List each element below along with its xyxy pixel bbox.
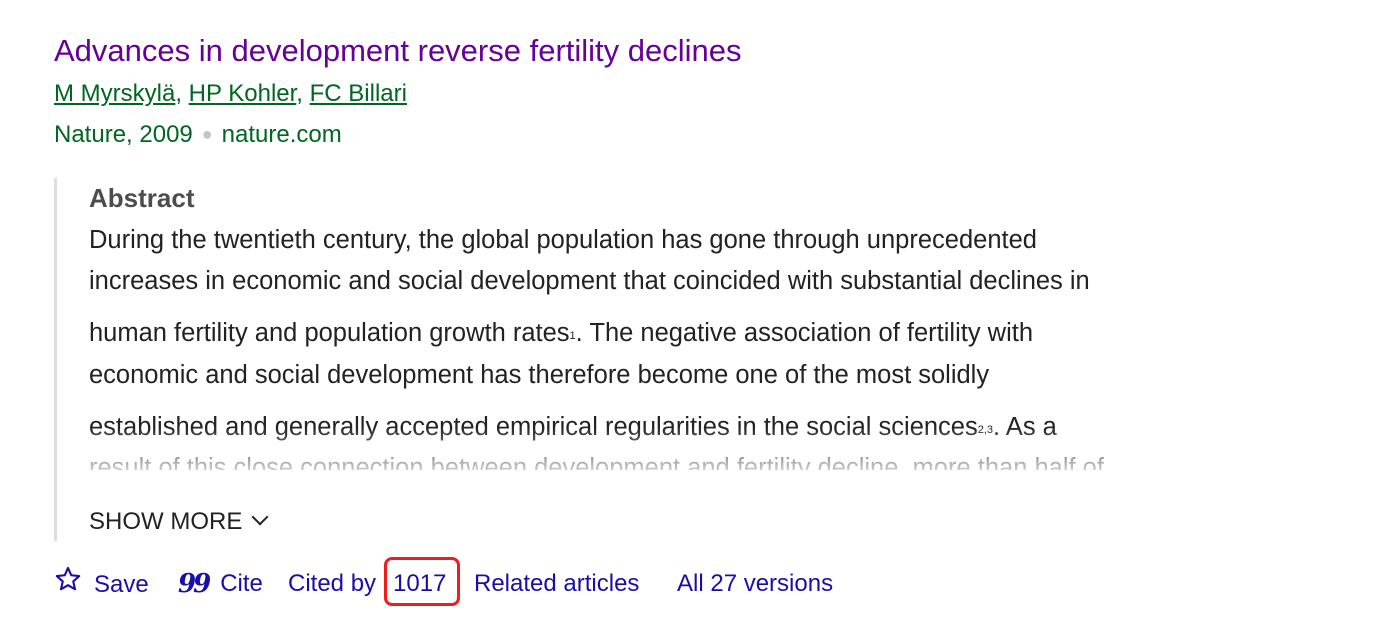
author-link-myrskyla[interactable]: M Myrskylä	[54, 80, 176, 107]
abstract-line: During the twentieth century, the global…	[89, 226, 1037, 254]
related-articles-link[interactable]: Related articles	[474, 570, 640, 597]
cite-label: Cite	[220, 570, 263, 597]
reference-superscript: 1	[569, 330, 576, 342]
save-label: Save	[94, 571, 149, 598]
abstract-heading: Abstract	[89, 183, 195, 213]
abstract-text: During the twentieth century, the global…	[89, 222, 1289, 470]
source-domain: nature.com	[221, 121, 342, 148]
author-link-kohler[interactable]: HP Kohler	[188, 80, 297, 107]
abstract-line: human fertility and population growth ra…	[89, 319, 1034, 347]
author-link-billari[interactable]: FC Billari	[309, 80, 407, 107]
result-title-link[interactable]: Advances in development reverse fertilit…	[54, 33, 742, 68]
cited-by-link[interactable]: 1017	[393, 570, 447, 597]
cited-by-prefix: Cited by	[288, 570, 377, 597]
show-more-button[interactable]: SHOW MORE	[89, 505, 269, 539]
abstract-line: established and generally accepted empir…	[89, 413, 1057, 441]
abstract-line: economic and social development has ther…	[89, 361, 990, 389]
result-source: Nature, 2009 ● nature.com	[54, 118, 342, 151]
highlight-box	[384, 557, 460, 606]
abstract-line: increases in economic and social develop…	[89, 267, 1090, 295]
quote-icon: 99	[178, 569, 211, 599]
reference-superscript: 2,3	[977, 424, 994, 436]
abstract-panel: Abstract During the twentieth century, t…	[54, 178, 1317, 541]
result-authors: M Myrskylä, HP Kohler, FC Billari	[54, 80, 407, 107]
chevron-down-icon	[251, 508, 269, 526]
show-more-label: SHOW MORE	[89, 508, 243, 535]
cite-button[interactable]: 99 Cite	[178, 565, 263, 603]
all-versions-link[interactable]: All 27 versions	[677, 570, 834, 597]
publication-info: Nature, 2009	[54, 121, 193, 148]
star-icon	[54, 565, 82, 605]
abstract-line-faded: result of this close connection between …	[89, 454, 1104, 470]
separator-dot: ●	[201, 124, 213, 144]
save-button[interactable]: Save	[54, 565, 149, 605]
